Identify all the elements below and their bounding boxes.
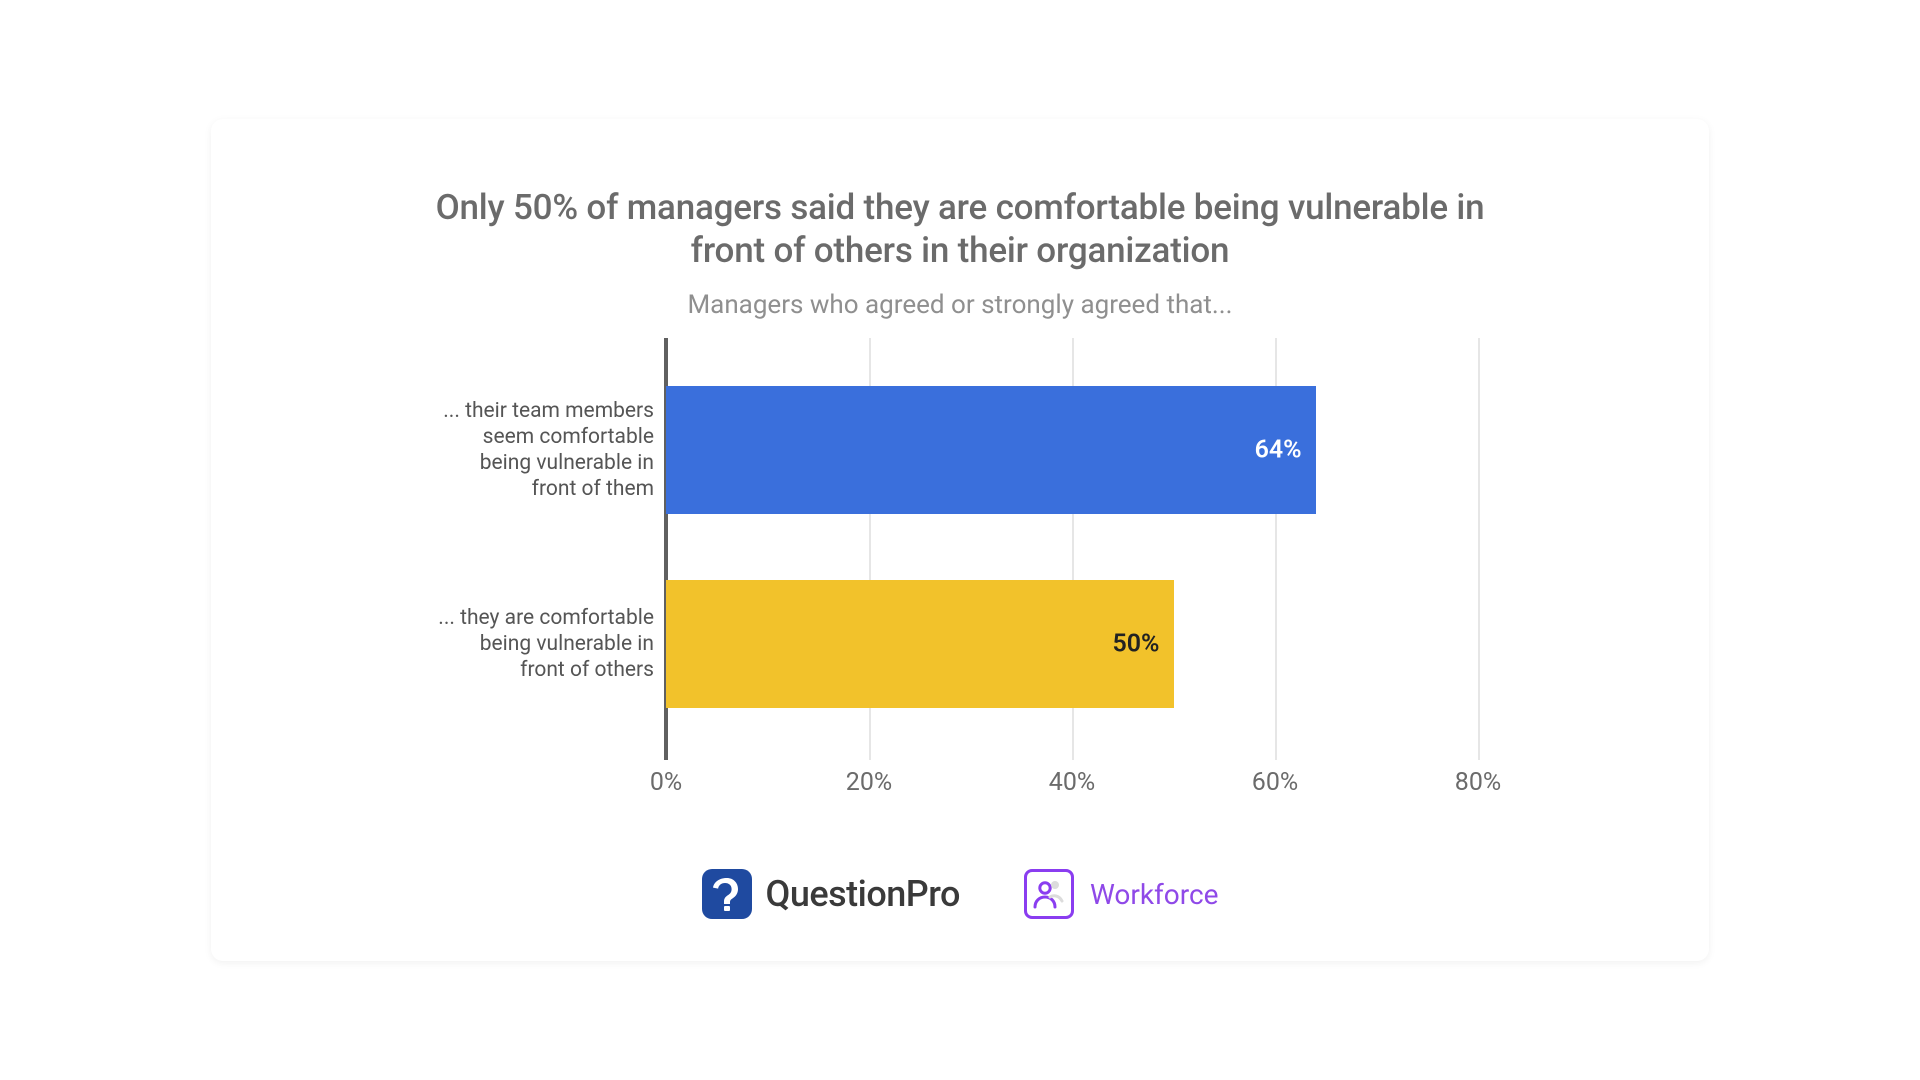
footer-brands: QuestionPro Workforce [211, 869, 1709, 919]
questionpro-badge-icon [702, 869, 752, 919]
x-tick-label: 80% [1455, 768, 1501, 797]
bar-chart: 0%20%40%60%80% ... their team members se… [430, 330, 1490, 820]
x-ticks: 0%20%40%60%80% [666, 768, 1478, 808]
bar-row: ... they are comfortable being vulnerabl… [430, 580, 1490, 708]
brand-questionpro-label: QuestionPro [766, 873, 960, 915]
bar-value-label: 50% [1112, 630, 1159, 659]
brand-workforce: Workforce [1024, 869, 1219, 919]
x-tick-label: 40% [1049, 768, 1095, 797]
chart-subtitle: Managers who agreed or strongly agreed t… [301, 290, 1619, 320]
x-tick-label: 60% [1252, 768, 1298, 797]
workforce-badge-icon [1024, 869, 1074, 919]
brand-workforce-label: Workforce [1090, 878, 1219, 911]
chart-title: Only 50% of managers said they are comfo… [410, 187, 1510, 272]
chart-card: Only 50% of managers said they are comfo… [211, 119, 1709, 961]
bar-value-label: 64% [1255, 436, 1302, 465]
bar: 64% [666, 386, 1316, 514]
bar: 50% [666, 580, 1174, 708]
category-label: ... their team members seem comfortable … [430, 398, 654, 502]
category-label: ... they are comfortable being vulnerabl… [430, 605, 654, 683]
bar-row: ... their team members seem comfortable … [430, 386, 1490, 514]
brand-questionpro: QuestionPro [702, 869, 960, 919]
bar-wrap: 64% [666, 386, 1478, 514]
bar-wrap: 50% [666, 580, 1478, 708]
x-tick-label: 0% [650, 768, 682, 797]
canvas: Only 50% of managers said they are comfo… [0, 0, 1920, 1080]
x-tick-label: 20% [846, 768, 892, 797]
